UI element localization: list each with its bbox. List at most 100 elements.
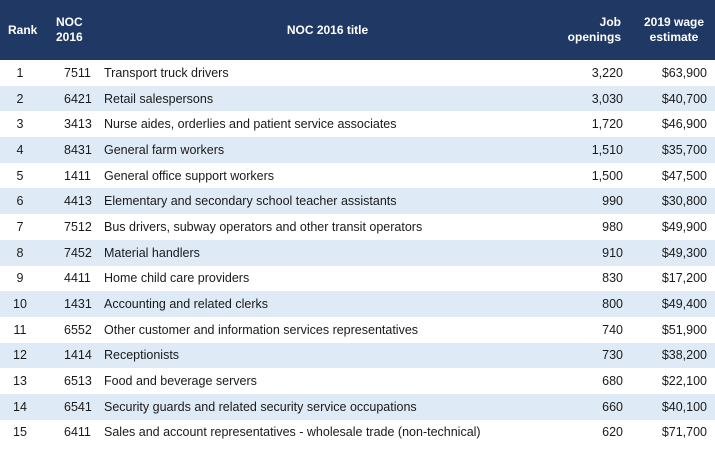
cell-noc-code: 1431	[64, 297, 92, 312]
header-job-openings: Job openings	[555, 0, 633, 60]
cell-job-openings: 620	[602, 425, 623, 440]
header-noc: NOC 2016	[48, 0, 100, 60]
cell-wage-estimate: $49,300	[661, 245, 707, 260]
cell-rank: 15	[13, 425, 27, 440]
cell-occupation-title: Accounting and related clerks	[104, 297, 268, 312]
table-row: 8 7452 Material handlers 910 $49,300	[0, 239, 715, 266]
cell-occupation-title: Security guards and related security ser…	[104, 399, 417, 414]
cell-noc-code: 3413	[64, 117, 92, 132]
cell-rank: 8	[16, 245, 24, 260]
cell-job-openings: 800	[602, 297, 623, 312]
header-wage-line2: estimate	[649, 30, 699, 44]
cell-wage-estimate: $49,400	[661, 297, 707, 312]
cell-job-openings: 910	[602, 245, 623, 260]
cell-wage-estimate: $22,100	[661, 374, 707, 389]
table-row: 7 7512 Bus drivers, subway operators and o…	[0, 214, 715, 240]
table-row: 9 4411 Home child care providers 830 $17,200	[0, 265, 715, 292]
table-row: 14 6541 Security guards and related securi…	[0, 393, 715, 420]
cell-noc-code: 1411	[64, 168, 91, 183]
cell-occupation-title: Transport truck drivers	[104, 65, 229, 80]
header-jobs-line1: Job	[599, 15, 621, 29]
cell-noc-code: 7452	[64, 245, 92, 260]
cell-wage-estimate: $46,900	[661, 117, 707, 132]
table-row: 1 7511 Transport truck drivers 3,220 $63,900	[0, 60, 715, 86]
cell-rank: 11	[13, 322, 27, 337]
table-row: 13 6513 Food and beverage servers 680 $22,10…	[0, 368, 715, 394]
cell-job-openings: 680	[602, 374, 623, 389]
header-noc-line2: 2016	[56, 30, 83, 44]
table-row: 11 6552 Other customer and information ser…	[0, 316, 715, 343]
cell-wage-estimate: $17,200	[661, 271, 707, 286]
cell-noc-code: 6513	[64, 374, 92, 389]
cell-noc-code: 8431	[64, 142, 92, 157]
header-wage-line1: 2019 wage	[643, 15, 705, 29]
cell-rank: 6	[16, 194, 24, 209]
cell-rank: 14	[13, 399, 27, 414]
table-row: 10 1431 Accounting and related clerks 800 $4…	[0, 291, 715, 317]
cell-rank: 4	[16, 142, 24, 157]
cell-noc-code: 6541	[64, 399, 92, 414]
cell-rank: 5	[16, 168, 24, 183]
cell-job-openings: 660	[602, 399, 623, 414]
header-wage-estimate: 2019 wage estimate	[633, 0, 715, 60]
table-row: 15 6411 Sales and account representatives …	[0, 419, 715, 446]
cell-occupation-title: Material handlers	[104, 245, 200, 260]
cell-rank: 2	[16, 91, 24, 106]
cell-wage-estimate: $51,900	[661, 322, 707, 337]
cell-rank: 3	[16, 117, 24, 132]
cell-occupation-title: General farm workers	[104, 142, 225, 157]
cell-wage-estimate: $38,200	[661, 348, 707, 363]
cell-wage-estimate: $71,700	[661, 425, 707, 440]
cell-noc-code: 4411	[64, 271, 91, 286]
cell-job-openings: 1,510	[591, 142, 623, 157]
cell-occupation-title: Food and beverage servers	[104, 374, 257, 389]
table-row: 6 4413 Elementary and secondary school tea…	[0, 188, 715, 215]
cell-job-openings: 1,500	[591, 168, 623, 183]
table-row: 5 1411 General office support workers 1,500…	[0, 162, 715, 189]
cell-wage-estimate: $49,900	[661, 219, 707, 234]
cell-occupation-title: Bus drivers, subway operators and other …	[104, 219, 423, 234]
cell-occupation-title: Nurse aides, orderlies and patient servi…	[104, 117, 397, 132]
cell-rank: 9	[16, 271, 24, 286]
cell-rank: 13	[13, 374, 27, 389]
cell-rank: 12	[13, 348, 27, 363]
header-jobs-line2: openings	[567, 30, 621, 44]
cell-job-openings: 3,220	[591, 65, 623, 80]
cell-occupation-title: Elementary and secondary school teacher …	[104, 194, 397, 209]
cell-occupation-title: Sales and account representatives - whol…	[104, 425, 481, 440]
cell-occupation-title: General office support workers	[104, 168, 274, 183]
cell-wage-estimate: $47,500	[661, 168, 707, 183]
cell-wage-estimate: $63,900	[661, 65, 707, 80]
cell-noc-code: 6421	[64, 91, 92, 106]
cell-noc-code: 7512	[64, 219, 92, 234]
cell-job-openings: 740	[602, 322, 623, 337]
cell-job-openings: 830	[602, 271, 623, 286]
table-body: 1 7 5 11 Transport truck drivers 3,220 $63,900…	[0, 60, 715, 446]
cell-job-openings: 1,720	[591, 117, 623, 132]
table-row: 4 8431 General farm workers 1,510 $35,700	[0, 137, 715, 163]
cell-noc-code: 4413	[64, 194, 92, 209]
table-row: 2 6421 Retail salespersons 3,030 $40,700	[0, 85, 715, 112]
cell-occupation-title: Other customer and information services …	[104, 322, 419, 337]
cell-occupation-title: Retail salespersons	[104, 91, 214, 106]
cell-job-openings: 730	[602, 348, 623, 363]
table-row: 12 1414 Receptionists 730 $38,200	[0, 342, 715, 369]
cell-wage-estimate: $35,700	[661, 142, 707, 157]
cell-occupation-title: Home child care providers	[104, 271, 250, 286]
cell-wage-estimate: $40,100	[661, 399, 707, 414]
cell-rank: 10	[13, 297, 27, 312]
cell-wage-estimate: $30,800	[661, 194, 707, 209]
cell-noc-code: 6411	[64, 425, 91, 440]
cell-wage-estimate: $40,700	[661, 91, 707, 106]
header-rank: Rank	[8, 22, 38, 37]
table-row: 3 3413 Nurse aides, orderlies and patient …	[0, 111, 715, 138]
cell-noc-code: 1414	[64, 348, 92, 363]
table-header-row: Rank NOC 2016 NOC 2016 title Job opening…	[0, 0, 715, 60]
cell-noc-code: 6552	[64, 322, 92, 337]
header-title: NOC 2016 title	[286, 22, 369, 37]
header-noc-line1: NOC	[56, 15, 83, 29]
cell-rank: 1	[16, 65, 24, 80]
cell-rank: 7	[16, 219, 24, 234]
cell-job-openings: 990	[602, 194, 623, 209]
